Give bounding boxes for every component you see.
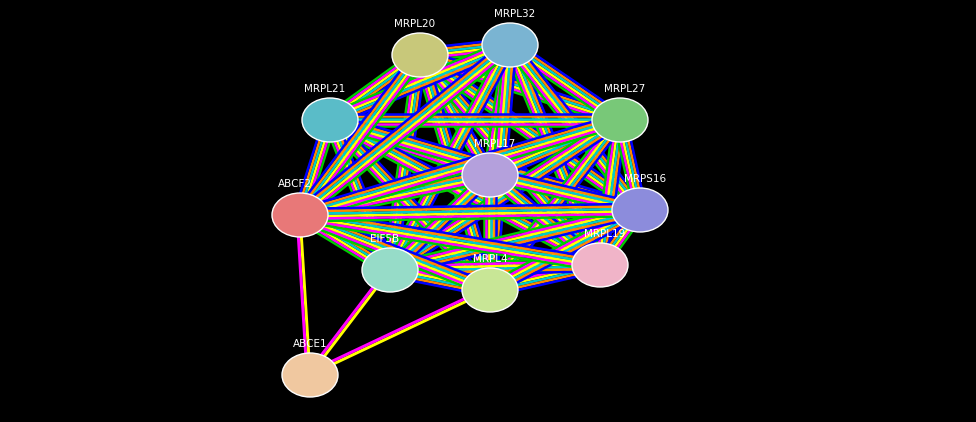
Ellipse shape [482,23,538,67]
Text: ABCF2: ABCF2 [278,179,312,189]
Text: MRPL27: MRPL27 [604,84,646,94]
Ellipse shape [302,98,358,142]
Text: MRPL4: MRPL4 [472,254,508,264]
Text: MRPL17: MRPL17 [474,139,515,149]
Text: ABCE1: ABCE1 [293,339,327,349]
Ellipse shape [572,243,628,287]
Ellipse shape [362,248,418,292]
Ellipse shape [272,193,328,237]
Text: MRPL21: MRPL21 [305,84,346,94]
Text: MRPL19: MRPL19 [585,229,626,239]
Text: MRPL20: MRPL20 [394,19,435,29]
Text: MRPS16: MRPS16 [624,174,666,184]
Text: MRPL32: MRPL32 [495,9,536,19]
Ellipse shape [462,268,518,312]
Ellipse shape [592,98,648,142]
Ellipse shape [612,188,668,232]
Ellipse shape [462,153,518,197]
Text: EIF5B: EIF5B [371,234,399,244]
Ellipse shape [392,33,448,77]
Ellipse shape [282,353,338,397]
